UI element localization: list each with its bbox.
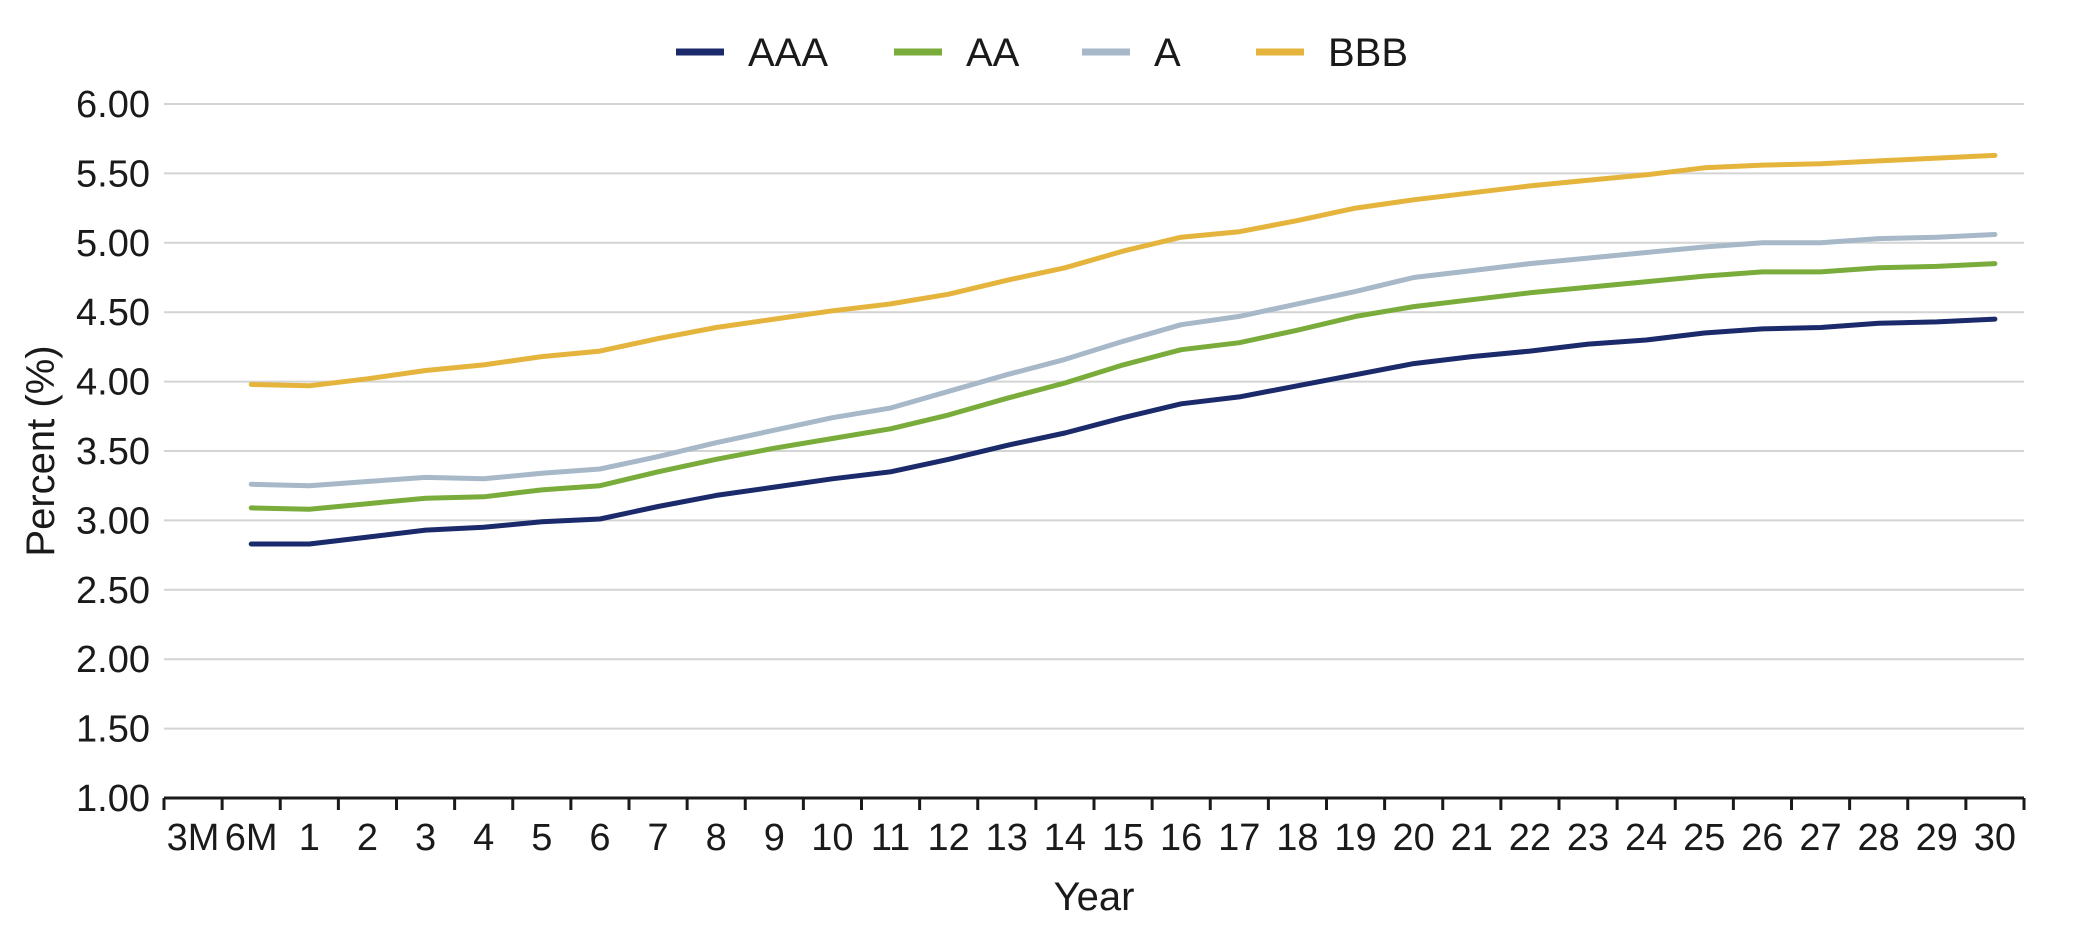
x-tick-label: 6: [589, 817, 610, 859]
y-tick-label: 4.00: [76, 362, 150, 404]
series-line-aaa: [248, 316, 1998, 547]
x-tick-label: 6M: [225, 817, 278, 859]
gridlines: [164, 103, 2024, 730]
x-tick-label: 27: [1799, 817, 1841, 859]
y-tick-label: 6.00: [76, 84, 150, 126]
x-axis-ticks: 3M 6M 1 2 3 4 5 6 7 8 9 10 11 12 13 14 15 16 17 18 19 20 21 22 2…: [162, 798, 2026, 859]
x-tick-label: 11: [871, 817, 910, 859]
x-tick-label: 29: [1916, 817, 1958, 859]
y-tick-label: 4.50: [76, 292, 150, 334]
x-tick-label: 9: [764, 817, 785, 859]
y-tick-label: 2.50: [76, 570, 150, 612]
x-tick-label: 30: [1974, 817, 2016, 859]
series-lines: [248, 152, 1998, 547]
y-tick-label: 2.00: [76, 639, 150, 681]
x-tick-label: 10: [811, 817, 853, 859]
y-tick-label: 3.50: [76, 431, 150, 473]
y-tick-label: 1.50: [76, 709, 150, 751]
x-tick-label: 28: [1858, 817, 1900, 859]
x-tick-label: 19: [1334, 817, 1376, 859]
legend-label-aa: AA: [966, 31, 1020, 75]
y-tick-label: 5.50: [76, 153, 150, 195]
x-tick-label: 3M: [167, 817, 220, 859]
x-tick-label: 12: [928, 817, 970, 859]
x-tick-label: 3: [415, 817, 436, 859]
x-tick-label: 4: [473, 817, 494, 859]
y-tick-label: 3.00: [76, 500, 150, 542]
y-axis-title: Percent (%): [19, 345, 63, 556]
x-tick-label: 8: [706, 817, 727, 859]
series-line-bbb: [248, 152, 1998, 389]
legend: AAA AA A BBB: [676, 31, 1408, 75]
x-axis-title: Year: [1054, 875, 1135, 919]
x-tick-label: 18: [1276, 817, 1318, 859]
y-tick-label: 1.00: [76, 778, 150, 820]
legend-label-a: A: [1154, 31, 1181, 75]
x-tick-label: 20: [1393, 817, 1435, 859]
x-tick-label: 26: [1741, 817, 1783, 859]
x-tick-label: 21: [1451, 817, 1493, 859]
x-tick-label: 14: [1044, 817, 1086, 859]
x-tick-label: 22: [1509, 817, 1551, 859]
y-axis-ticks: 1.00 1.50 2.00 2.50 3.00 3.50 4.00 4.50 5.00 5.50…: [76, 84, 150, 820]
x-tick-label: 7: [647, 817, 668, 859]
x-tick-label: 16: [1160, 817, 1202, 859]
x-tick-label: 13: [986, 817, 1028, 859]
y-tick-label: 5.00: [76, 223, 150, 265]
x-tick-label: 15: [1102, 817, 1144, 859]
x-tick-label: 24: [1625, 817, 1667, 859]
legend-label-aaa: AAA: [748, 31, 828, 75]
x-tick-label: 1: [299, 817, 320, 859]
x-tick-label: 25: [1683, 817, 1725, 859]
series-line-aa: [248, 261, 1998, 512]
x-tick-label: 17: [1218, 817, 1260, 859]
x-tick-label: 23: [1567, 817, 1609, 859]
x-tick-label: 2: [357, 817, 378, 859]
series-line-a: [248, 232, 1998, 489]
legend-label-bbb: BBB: [1328, 31, 1408, 75]
x-tick-label: 5: [531, 817, 552, 859]
